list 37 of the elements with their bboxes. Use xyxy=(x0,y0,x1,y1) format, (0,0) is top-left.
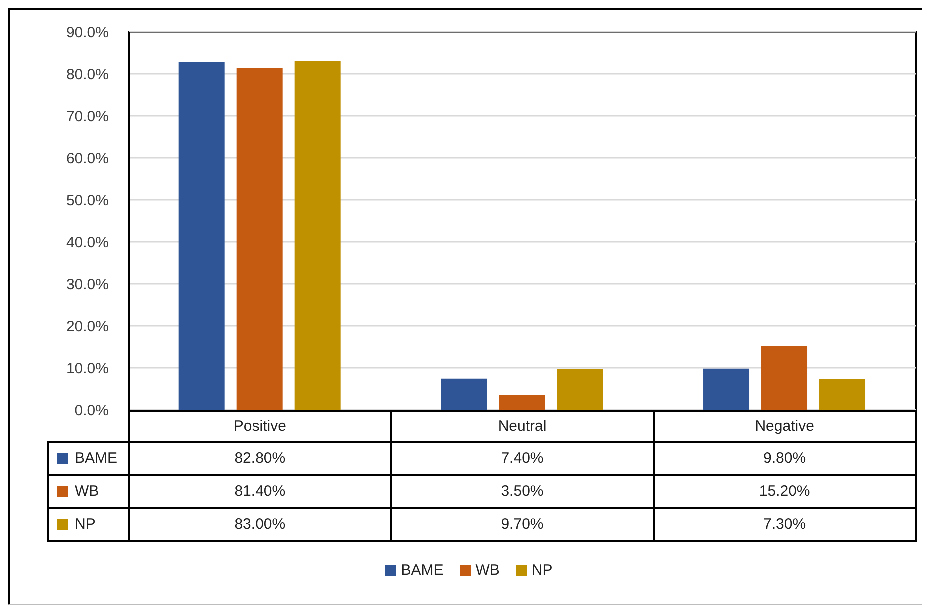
x-tick-label: Neutral xyxy=(498,418,547,435)
bar xyxy=(441,378,488,410)
y-tick-label: 30.0% xyxy=(66,276,109,294)
bar xyxy=(762,346,808,410)
data-label: 82.80% xyxy=(234,450,286,467)
text: BAME xyxy=(401,562,444,579)
bar xyxy=(178,62,225,410)
legend-label: BAME xyxy=(75,450,118,467)
y-tick-label: 80.0% xyxy=(66,66,109,84)
y-tick-label: 0.0% xyxy=(74,402,109,420)
y-tick-label: 90.0% xyxy=(66,24,109,42)
data-label: 15.20% xyxy=(759,483,810,500)
y-tick-label: 60.0% xyxy=(66,150,109,168)
data-label: 9.70% xyxy=(501,516,544,533)
y-tick-label: 70.0% xyxy=(66,108,109,126)
y-tick-label: 50.0% xyxy=(66,192,109,210)
bar xyxy=(294,61,341,410)
x-tick-label: Positive xyxy=(234,418,286,435)
data-label: 9.80% xyxy=(764,450,806,467)
bar xyxy=(820,379,866,410)
y-tick-label: 40.0% xyxy=(66,234,109,252)
data-label: 81.40% xyxy=(234,483,286,500)
data-label: 3.50% xyxy=(501,483,544,500)
x-tick-label: Negative xyxy=(755,418,814,435)
text: NP xyxy=(75,516,96,533)
legend-label: NP xyxy=(532,562,553,579)
y-tick-label: 20.0% xyxy=(66,318,109,336)
data-label: 7.40% xyxy=(501,450,544,467)
data-label: 83.00% xyxy=(234,516,286,533)
data-label: 7.30% xyxy=(764,516,806,533)
bar xyxy=(704,368,750,410)
bar xyxy=(557,369,604,410)
bar xyxy=(236,68,283,410)
y-tick-label: 10.0% xyxy=(66,360,109,378)
text: WB xyxy=(75,483,100,500)
bar xyxy=(499,395,546,410)
legend-label: WB xyxy=(476,562,500,579)
